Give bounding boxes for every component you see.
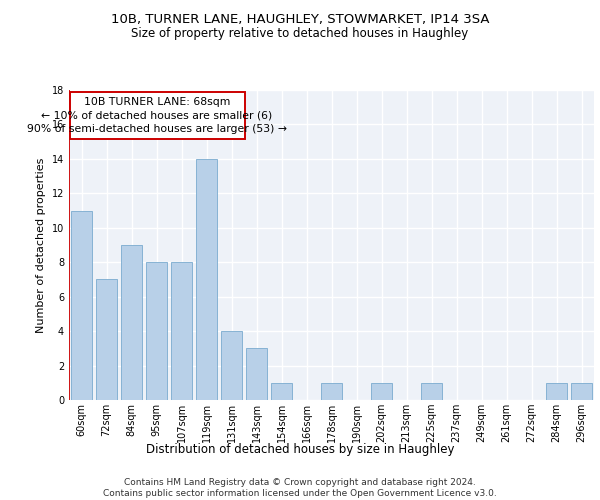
Y-axis label: Number of detached properties: Number of detached properties	[36, 158, 46, 332]
Bar	[246, 348, 267, 400]
Text: 10B, TURNER LANE, HAUGHLEY, STOWMARKET, IP14 3SA: 10B, TURNER LANE, HAUGHLEY, STOWMARKET, …	[111, 12, 489, 26]
Bar	[171, 262, 192, 400]
Bar	[571, 383, 592, 400]
Bar	[271, 383, 292, 400]
Bar	[146, 262, 167, 400]
Text: ← 10% of detached houses are smaller (6): ← 10% of detached houses are smaller (6)	[41, 110, 272, 120]
Bar	[71, 210, 92, 400]
Bar	[121, 245, 142, 400]
Text: Contains HM Land Registry data © Crown copyright and database right 2024.
Contai: Contains HM Land Registry data © Crown c…	[103, 478, 497, 498]
Text: 10B TURNER LANE: 68sqm: 10B TURNER LANE: 68sqm	[84, 97, 230, 107]
Bar	[371, 383, 392, 400]
Bar	[421, 383, 442, 400]
Text: Size of property relative to detached houses in Haughley: Size of property relative to detached ho…	[131, 28, 469, 40]
Bar	[221, 331, 242, 400]
Text: Distribution of detached houses by size in Haughley: Distribution of detached houses by size …	[146, 442, 454, 456]
Bar	[96, 280, 117, 400]
Text: 90% of semi-detached houses are larger (53) →: 90% of semi-detached houses are larger (…	[27, 124, 287, 134]
Bar	[196, 159, 217, 400]
FancyBboxPatch shape	[70, 92, 245, 139]
Bar	[546, 383, 567, 400]
Bar	[321, 383, 342, 400]
